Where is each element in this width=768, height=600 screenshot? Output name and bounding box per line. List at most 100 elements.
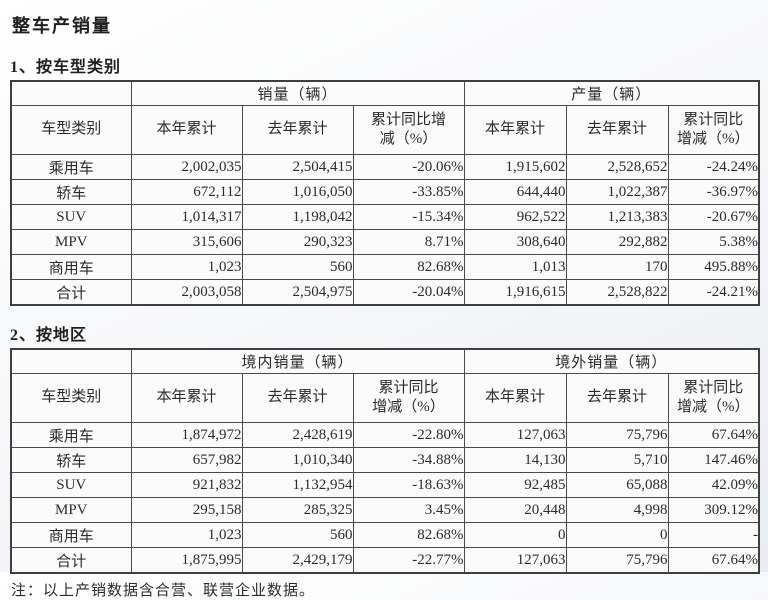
table-by-region: 境内销量（辆） 境外销量（辆） 车型类别 本年累计 去年累计 累计同比 增减（%… bbox=[10, 348, 761, 574]
cell-domestic-previous: 1,010,340 bbox=[241, 447, 354, 473]
row-category: 商用车 bbox=[10, 254, 132, 280]
cell-sales-current: 2,003,058 bbox=[130, 279, 243, 306]
cell-overseas-previous: 65,088 bbox=[565, 472, 669, 498]
cell-sales-yoy: -20.04% bbox=[352, 279, 465, 306]
row-category: 乘用车 bbox=[10, 154, 132, 180]
row-category: 合计 bbox=[10, 547, 132, 574]
section-label-by-region: 2、按地区 bbox=[10, 327, 88, 344]
table-row: 销量（辆） 产量（辆） bbox=[10, 80, 760, 106]
cell-sales-previous: 290,323 bbox=[241, 229, 354, 255]
table-row: MPV 315,606 290,323 8.71% 308,640 292,88… bbox=[10, 229, 760, 255]
column-header-domestic-yoy: 累计同比 增减（%） bbox=[352, 373, 465, 423]
cell-overseas-current: 127,063 bbox=[463, 422, 567, 448]
cell-production-previous: 2,528,822 bbox=[565, 279, 669, 306]
cell-production-previous: 170 bbox=[565, 254, 669, 280]
cell-production-yoy: -36.97% bbox=[667, 179, 760, 205]
table-row: 商用车 1,023 560 82.68% 0 0 - bbox=[10, 522, 760, 548]
cell-production-yoy: 495.88% bbox=[667, 254, 760, 280]
row-category: 轿车 bbox=[10, 447, 132, 473]
cell-domestic-yoy: 82.68% bbox=[352, 522, 465, 548]
cell-production-current: 1,915,602 bbox=[463, 154, 567, 180]
cell-domestic-yoy: -22.77% bbox=[352, 547, 465, 574]
cell-sales-yoy: 8.71% bbox=[352, 229, 465, 255]
cell-domestic-current: 921,832 bbox=[130, 472, 243, 498]
cell-production-current: 644,440 bbox=[463, 179, 567, 205]
cell-overseas-previous: 75,796 bbox=[565, 547, 669, 574]
cell-sales-previous: 2,504,415 bbox=[241, 154, 354, 180]
cell-overseas-current: 127,063 bbox=[463, 547, 567, 574]
column-header-sales-yoy: 累计同比增 减（%） bbox=[352, 105, 465, 155]
cell-domestic-yoy: 3.45% bbox=[352, 497, 465, 523]
cell-sales-current: 315,606 bbox=[130, 229, 243, 255]
cell-overseas-previous: 75,796 bbox=[565, 422, 669, 448]
row-category: SUV bbox=[10, 204, 132, 230]
group-header-overseas-sales: 境外销量（辆） bbox=[463, 348, 760, 374]
cell-overseas-current: 14,130 bbox=[463, 447, 567, 473]
table-row: 乘用车 2,002,035 2,504,415 -20.06% 1,915,60… bbox=[10, 154, 760, 180]
column-header-overseas-yoy: 累计同比 增减（%） bbox=[667, 373, 760, 423]
cell-sales-previous: 560 bbox=[241, 254, 354, 280]
cell-overseas-yoy: - bbox=[667, 522, 760, 548]
table-row-total: 合计 2,003,058 2,504,975 -20.04% 1,916,615… bbox=[10, 279, 760, 306]
cell-production-previous: 2,528,652 bbox=[565, 154, 669, 180]
cell-sales-previous: 1,198,042 bbox=[241, 204, 354, 230]
table-row: 轿车 657,982 1,010,340 -34.88% 14,130 5,71… bbox=[10, 447, 760, 473]
table-row: 境内销量（辆） 境外销量（辆） bbox=[10, 348, 760, 374]
cell-production-yoy: -24.21% bbox=[667, 279, 760, 306]
cell-domestic-previous: 285,325 bbox=[241, 497, 354, 523]
column-header-category: 车型类别 bbox=[10, 373, 132, 423]
cell-domestic-yoy: -34.88% bbox=[352, 447, 465, 473]
cell-production-previous: 292,882 bbox=[565, 229, 669, 255]
cell-sales-yoy: 82.68% bbox=[352, 254, 465, 280]
table-row: MPV 295,158 285,325 3.45% 20,448 4,998 3… bbox=[10, 497, 760, 523]
cell-overseas-previous: 0 bbox=[565, 522, 669, 548]
table-row: SUV 1,014,317 1,198,042 -15.34% 962,522 … bbox=[10, 204, 760, 230]
cell-domestic-previous: 2,429,179 bbox=[241, 547, 354, 574]
cell-overseas-yoy: 67.64% bbox=[667, 422, 760, 448]
row-category: SUV bbox=[10, 472, 132, 498]
table-row: 乘用车 1,874,972 2,428,619 -22.80% 127,063 … bbox=[10, 422, 760, 448]
cell-overseas-yoy: 42.09% bbox=[667, 472, 760, 498]
cell-overseas-yoy: 147.46% bbox=[667, 447, 760, 473]
table-row: 轿车 672,112 1,016,050 -33.85% 644,440 1,0… bbox=[10, 179, 760, 205]
cell-production-yoy: 5.38% bbox=[667, 229, 760, 255]
cell-domestic-previous: 560 bbox=[241, 522, 354, 548]
row-category: MPV bbox=[10, 229, 132, 255]
table-row: SUV 921,832 1,132,954 -18.63% 92,485 65,… bbox=[10, 472, 760, 498]
cell-production-current: 962,522 bbox=[463, 204, 567, 230]
row-category: 乘用车 bbox=[10, 422, 132, 448]
footnote: 注：以上产销数据含合营、联营企业数据。 bbox=[11, 583, 316, 599]
cell-sales-yoy: -33.85% bbox=[352, 179, 465, 205]
cell-domestic-current: 1,875,995 bbox=[130, 547, 243, 574]
cell-production-yoy: -24.24% bbox=[667, 154, 760, 180]
cell-domestic-yoy: -22.80% bbox=[352, 422, 465, 448]
cell-sales-current: 1,023 bbox=[130, 254, 243, 280]
column-header-production-current: 本年累计 bbox=[463, 105, 567, 155]
cell-overseas-previous: 5,710 bbox=[565, 447, 669, 473]
cell-domestic-current: 1,874,972 bbox=[130, 422, 243, 448]
cell-sales-current: 2,002,035 bbox=[130, 154, 243, 180]
cell-production-yoy: -20.67% bbox=[667, 204, 760, 230]
group-header-production: 产量（辆） bbox=[463, 80, 760, 106]
column-header-production-yoy: 累计同比 增减（%） bbox=[667, 105, 760, 155]
corner-cell bbox=[10, 348, 132, 374]
cell-overseas-current: 0 bbox=[463, 522, 567, 548]
column-header-production-previous: 去年累计 bbox=[565, 105, 669, 155]
column-header-overseas-current: 本年累计 bbox=[463, 373, 567, 423]
cell-domestic-current: 657,982 bbox=[130, 447, 243, 473]
cell-production-current: 308,640 bbox=[463, 229, 567, 255]
table-row: 车型类别 本年累计 去年累计 累计同比增 减（%） 本年累计 去年累计 累计同比… bbox=[10, 105, 760, 155]
row-category: 合计 bbox=[10, 279, 132, 306]
column-header-overseas-previous: 去年累计 bbox=[565, 373, 669, 423]
row-category: 商用车 bbox=[10, 522, 132, 548]
cell-sales-yoy: -15.34% bbox=[352, 204, 465, 230]
cell-overseas-current: 92,485 bbox=[463, 472, 567, 498]
cell-overseas-previous: 4,998 bbox=[565, 497, 669, 523]
column-header-sales-current: 本年累计 bbox=[130, 105, 243, 155]
group-header-sales: 销量（辆） bbox=[130, 80, 465, 106]
column-header-domestic-previous: 去年累计 bbox=[241, 373, 354, 423]
cell-domestic-current: 1,023 bbox=[130, 522, 243, 548]
cell-domestic-current: 295,158 bbox=[130, 497, 243, 523]
table-row-total: 合计 1,875,995 2,429,179 -22.77% 127,063 7… bbox=[10, 547, 760, 574]
